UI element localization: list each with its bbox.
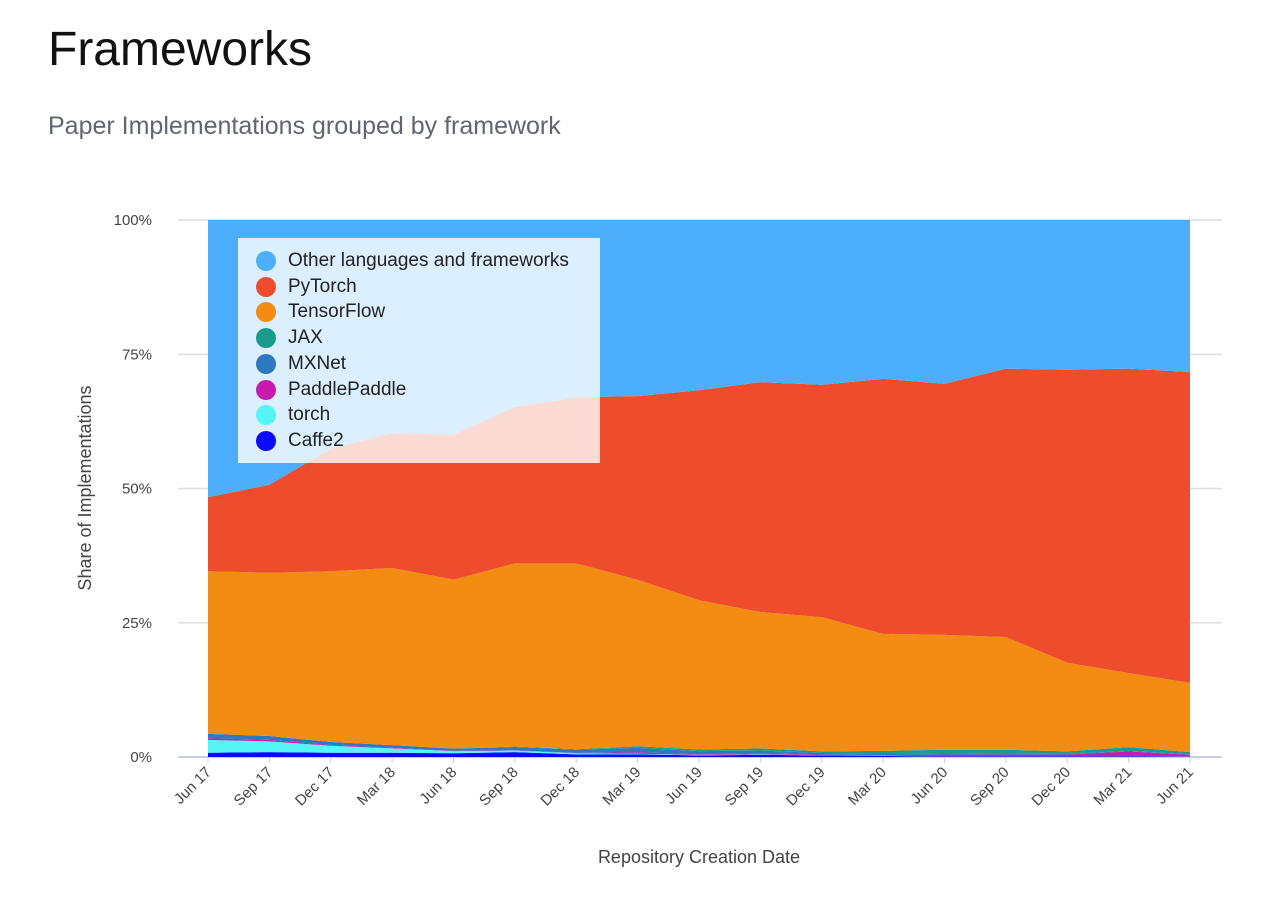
y-tick-label: 100% [114,212,152,229]
chart-legend: Other languages and frameworks PyTorch Ten… [238,238,600,463]
y-tick-label: 25% [122,615,152,632]
legend-swatch [256,353,276,374]
x-tick-label: Mar 21 [1090,764,1135,809]
legend-label: torch [288,404,331,426]
x-axis-label: Repository Creation Date [598,847,800,867]
page-subtitle: Paper Implementations grouped by framewo… [48,112,561,140]
legend-swatch [256,430,276,451]
legend-swatch [256,405,276,426]
area-mxnet [208,733,1190,756]
legend-label: PyTorch [288,275,357,297]
area-torch [208,739,1190,757]
y-tick-label: 75% [122,346,152,363]
x-tick-label: Sep 20 [967,764,1013,810]
legend-label: JAX [288,327,323,349]
area-paddlepaddle [208,738,1190,757]
area-jax [208,733,1190,755]
x-tick-label: Sep 18 [476,764,522,810]
legend-swatch [256,251,276,271]
legend-item[interactable]: MXNet [256,351,346,377]
area-caffe2 [208,752,1190,757]
x-tick-label: Dec 17 [292,764,338,810]
x-tick-label: Mar 20 [845,764,890,809]
y-tick-label: 50% [122,481,152,498]
legend-item[interactable]: JAX [256,325,323,351]
legend-label: PaddlePaddle [288,378,407,400]
area-tensorflow [208,563,1190,753]
x-tick-label: Sep 17 [231,764,277,810]
legend-label: Caffe2 [288,429,344,451]
y-axis-label: Share of Implementations [75,385,95,590]
legend-label: Other languages and frameworks [288,250,569,271]
legend-swatch [256,379,276,400]
legend-label: MXNet [288,352,347,374]
x-tick-label: Dec 18 [537,764,583,810]
x-tick-label: Sep 19 [722,764,768,810]
x-tick-label: Jun 21 [1153,764,1197,808]
legend-item[interactable]: PaddlePaddle [256,377,406,403]
legend-item[interactable]: Other languages and frameworks [256,248,569,274]
x-tick-label: Mar 18 [354,764,399,809]
x-tick-label: Mar 19 [599,764,644,809]
legend-label: TensorFlow [288,301,386,323]
legend-swatch [256,302,276,323]
x-tick-label: Jun 19 [662,764,706,808]
legend-item[interactable]: TensorFlow [256,299,385,325]
x-tick-label: Jun 17 [171,764,215,808]
legend-item[interactable]: torch [256,402,330,428]
page-title: Frameworks [48,23,313,76]
legend-item[interactable]: PyTorch [256,274,357,300]
legend-swatch [256,276,276,297]
legend-swatch [256,328,276,349]
x-tick-label: Jun 18 [416,764,460,808]
y-tick-label: 0% [130,749,152,766]
x-tick-label: Jun 20 [907,764,951,808]
legend-item[interactable]: Caffe2 [256,428,344,454]
x-tick-label: Dec 20 [1028,764,1074,810]
x-tick-label: Dec 19 [783,764,829,810]
